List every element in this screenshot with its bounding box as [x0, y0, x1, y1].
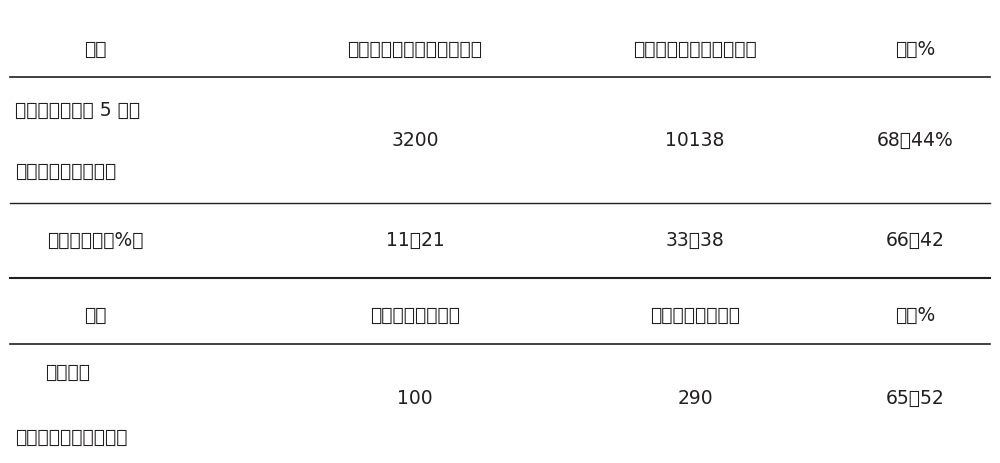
- Text: 65．52: 65．52: [886, 388, 944, 408]
- Text: 增幅%: 增幅%: [895, 306, 935, 325]
- Text: 项目: 项目: [84, 306, 106, 325]
- Text: 68．44%: 68．44%: [877, 131, 953, 150]
- Text: 本发明的修剪、施磷钒蠢: 本发明的修剪、施磷钒蠢: [633, 40, 757, 59]
- Text: 66．42: 66．42: [886, 231, 944, 250]
- Text: 本发明的搭防虫网: 本发明的搭防虫网: [650, 306, 740, 325]
- Text: 100: 100: [397, 388, 433, 408]
- Text: 33．38: 33．38: [666, 231, 724, 250]
- Text: 项目: 项目: [84, 40, 106, 59]
- Text: 传统的未修剪、未施磷钒蠢: 传统的未修剪、未施磷钒蠢: [348, 40, 482, 59]
- Text: 3200: 3200: [391, 131, 439, 150]
- Text: 开花数量（调查 5 株平: 开花数量（调查 5 株平: [15, 100, 140, 120]
- Text: 杂交结实率（%）: 杂交结实率（%）: [47, 231, 143, 250]
- Text: 授粉效率: 授粉效率: [45, 363, 90, 382]
- Text: （每人每天的授粉量）: （每人每天的授粉量）: [15, 428, 128, 447]
- Text: 11．21: 11．21: [386, 231, 444, 250]
- Text: 均每株的开花数量）: 均每株的开花数量）: [15, 162, 116, 181]
- Text: 10138: 10138: [665, 131, 725, 150]
- Text: 增幅%: 增幅%: [895, 40, 935, 59]
- Text: 290: 290: [677, 388, 713, 408]
- Text: 传统的未搭防虫网: 传统的未搭防虫网: [370, 306, 460, 325]
